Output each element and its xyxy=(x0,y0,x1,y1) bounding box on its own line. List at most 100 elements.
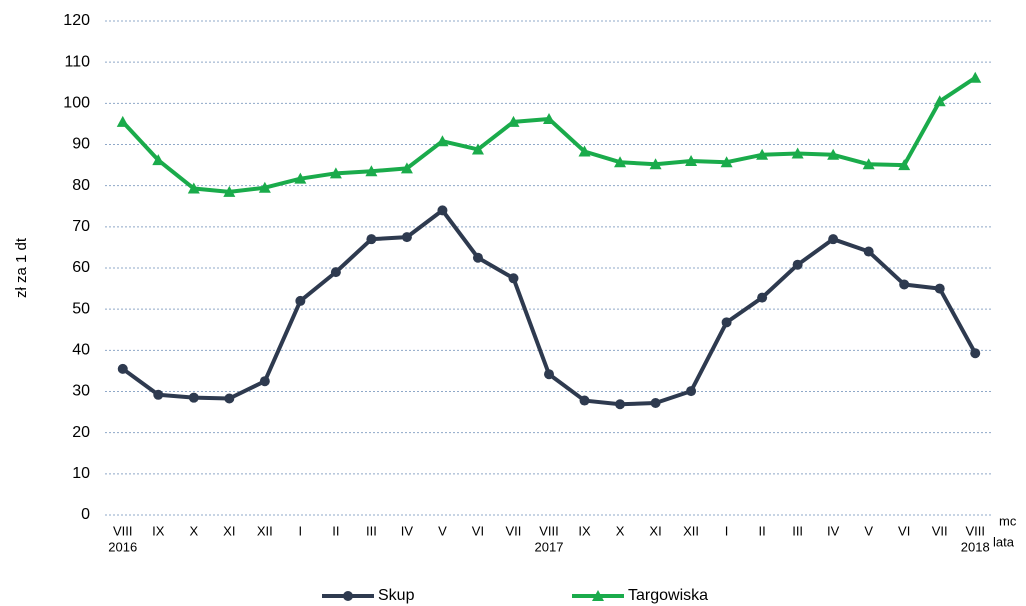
point xyxy=(543,112,555,124)
legend-label: Targowiska xyxy=(628,587,708,604)
y-tick-label: 110 xyxy=(64,53,90,70)
x-tick-label: VI xyxy=(898,523,910,538)
y-tick-label: 90 xyxy=(72,136,90,153)
y-axis-label: zł za 1 dt xyxy=(13,237,30,298)
point xyxy=(295,295,306,306)
x-tick-label: VIII xyxy=(539,523,559,538)
y-tick-label: 50 xyxy=(72,300,90,317)
x-tick-label: XII xyxy=(683,523,699,538)
point xyxy=(828,234,839,245)
x-tick-label: IX xyxy=(152,523,165,538)
point xyxy=(898,159,911,171)
point xyxy=(791,147,804,159)
x-tick-label: VII xyxy=(506,523,522,538)
x-tick-label: VI xyxy=(472,523,484,538)
point xyxy=(756,148,769,160)
y-tick-label: 100 xyxy=(63,95,90,112)
point xyxy=(224,393,235,404)
x-tick-label: VIII xyxy=(113,523,133,538)
y-tick-label: 60 xyxy=(72,259,90,276)
point xyxy=(579,395,590,406)
x-tick-label: IV xyxy=(827,523,840,538)
x-tick-label: XI xyxy=(649,523,661,538)
point xyxy=(863,246,874,257)
x-tick-label: VII xyxy=(932,523,948,538)
y-tick-label: 80 xyxy=(72,177,90,194)
point xyxy=(437,205,448,216)
x-tick-label: I xyxy=(725,523,729,538)
point xyxy=(507,115,520,127)
point xyxy=(544,369,554,380)
point xyxy=(685,154,698,166)
point xyxy=(578,145,591,157)
point xyxy=(508,273,519,284)
point xyxy=(827,148,840,160)
x-axis-label: mc xyxy=(999,513,1017,528)
point xyxy=(615,399,626,410)
point xyxy=(187,182,200,194)
point xyxy=(366,234,377,245)
point xyxy=(329,167,342,179)
legend-marker xyxy=(343,591,353,601)
x-tick-label: V xyxy=(438,523,447,538)
point xyxy=(686,386,697,397)
legend-marker xyxy=(592,590,604,601)
x-tick-label: VIII xyxy=(965,523,985,538)
x-year-label: 2018 xyxy=(961,539,990,554)
x-tick-label: II xyxy=(332,523,339,538)
line xyxy=(121,76,977,194)
point xyxy=(223,185,236,197)
point xyxy=(436,135,449,147)
y-tick-label: 40 xyxy=(72,342,90,359)
y-tick-label: 120 xyxy=(63,12,90,29)
y-tick-label: 0 xyxy=(81,506,90,523)
x-tick-label: V xyxy=(864,523,873,538)
point xyxy=(365,165,378,177)
x-tick-label: IX xyxy=(578,523,591,538)
point xyxy=(471,143,484,155)
point xyxy=(401,232,412,243)
point xyxy=(472,252,483,263)
point xyxy=(116,115,129,127)
point xyxy=(614,156,627,168)
point xyxy=(117,363,128,374)
point xyxy=(792,259,803,270)
point xyxy=(259,376,270,387)
point xyxy=(969,71,982,83)
point xyxy=(721,317,732,328)
y-tick-label: 10 xyxy=(72,465,90,482)
point xyxy=(152,154,165,166)
x-year-label: 2017 xyxy=(535,539,564,554)
point xyxy=(899,279,910,290)
point xyxy=(970,348,981,359)
x-tick-label: III xyxy=(366,523,377,538)
x-tick-label: IV xyxy=(401,523,414,538)
point xyxy=(862,158,875,170)
x-tick-label: III xyxy=(792,523,803,538)
x-year-label: 2016 xyxy=(108,539,137,554)
x-tick-label: X xyxy=(189,523,198,538)
point xyxy=(934,283,945,294)
y-tick-label: 20 xyxy=(72,424,90,441)
x-tick-label: X xyxy=(616,523,625,538)
point xyxy=(153,389,164,400)
point xyxy=(649,158,662,170)
x-tick-label: XI xyxy=(223,523,235,538)
point xyxy=(933,95,946,107)
point xyxy=(650,398,661,409)
x-tick-label: I xyxy=(299,523,303,538)
x-axis-label-2: lata xyxy=(993,534,1015,549)
point xyxy=(188,392,199,403)
y-tick-label: 30 xyxy=(72,383,90,400)
y-tick-label: 70 xyxy=(72,218,90,235)
point xyxy=(294,172,307,184)
x-tick-label: XII xyxy=(257,523,273,538)
point xyxy=(330,267,341,278)
legend-label: Skup xyxy=(378,587,415,604)
point xyxy=(757,292,768,303)
point xyxy=(258,181,271,193)
x-tick-label: II xyxy=(759,523,766,538)
point xyxy=(720,156,733,168)
point xyxy=(400,162,413,174)
